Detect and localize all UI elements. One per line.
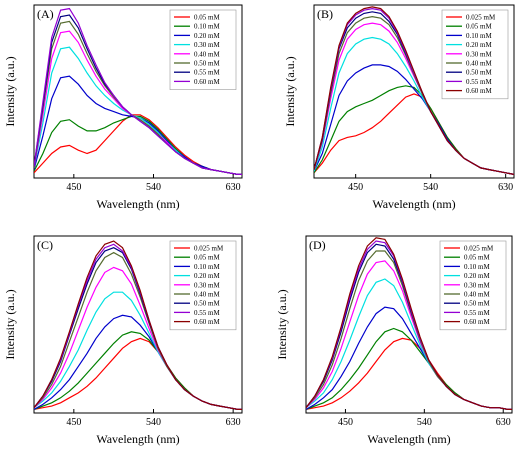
panel-label: (A) — [37, 7, 54, 21]
legend-label: 0.60 mM — [464, 318, 490, 326]
y-axis-title: Intensity (a.u.) — [275, 289, 289, 359]
legend-label: 0.30 mM — [464, 281, 490, 289]
panel-label: (D) — [309, 238, 326, 252]
legend-label: 0.40 mM — [464, 291, 490, 299]
x-axis-title: Wavelength (nm) — [367, 432, 450, 446]
legend-label: 0.20 mM — [194, 32, 220, 40]
legend-box — [169, 9, 237, 90]
legend-label: 0.10 mM — [464, 263, 490, 271]
y-axis-title: Intensity (a.u.) — [283, 56, 297, 126]
legend: 0.025 mM0.05 mM0.10 mM0.20 mM0.30 mM 0.40… — [441, 9, 509, 100]
series-lines — [314, 6, 514, 175]
chart-panel-d: 450 540 630 Wavelength (nm) Intensity (a.u.)… — [275, 235, 513, 446]
legend: 0.05 mM0.10 mM0.20 mM0.30 mM0.40 mM 0.50 … — [169, 9, 237, 90]
series-line — [34, 7, 242, 175]
legend-label: 0.05 mM — [466, 23, 492, 31]
legend-label: 0.05 mM — [464, 254, 490, 262]
x-tick-label: 630 — [226, 417, 241, 428]
legend-label: 0.30 mM — [194, 41, 220, 49]
x-tick-label: 450 — [348, 182, 363, 193]
legend-label: 0.10 mM — [194, 23, 220, 31]
legend-label: 0.025 mM — [466, 14, 496, 22]
legend-label: 0.20 mM — [464, 272, 490, 280]
legend: 0.025 mM0.05 mM0.10 mM0.20 mM0.30 mM 0.40… — [169, 240, 237, 331]
chart-panel-b: 450 540 630 Wavelength (nm) Intensity (a.u.)… — [283, 4, 515, 211]
legend-label: 0.60 mM — [466, 87, 492, 95]
y-axis-title: Intensity (a.u.) — [3, 289, 17, 359]
chart-panel-c: 450 540 630 Wavelength (nm) Intensity (a.u.)… — [3, 235, 243, 446]
x-tick-label: 540 — [146, 182, 161, 193]
legend-label: 0.55 mM — [194, 69, 220, 77]
legend-label: 0.50 mM — [466, 69, 492, 77]
legend-label: 0.30 mM — [194, 281, 220, 289]
series-line — [314, 6, 514, 175]
legend-label: 0.55 mM — [466, 78, 492, 86]
legend-label: 0.50 mM — [194, 300, 220, 308]
legend-label: 0.50 mM — [464, 300, 490, 308]
legend-label: 0.40 mM — [194, 50, 220, 58]
x-tick-label: 540 — [423, 182, 438, 193]
series-lines — [34, 7, 242, 175]
legend-label: 0.40 mM — [194, 291, 220, 299]
series-lines — [306, 237, 512, 410]
x-tick-label: 540 — [146, 417, 161, 428]
x-tick-label: 450 — [66, 417, 81, 428]
x-tick-label: 450 — [338, 417, 353, 428]
x-tick-label: 450 — [66, 182, 81, 193]
legend-label: 0.10 mM — [194, 263, 220, 271]
legend-label: 0.30 mM — [466, 50, 492, 58]
legend-label: 0.025 mM — [194, 245, 224, 253]
x-tick-label: 630 — [498, 182, 513, 193]
legend-label: 0.10 mM — [466, 32, 492, 40]
x-tick-label: 630 — [496, 417, 511, 428]
x-tick-label: 630 — [226, 182, 241, 193]
series-line — [34, 240, 242, 410]
series-line — [306, 237, 512, 410]
x-tick-label: 540 — [417, 417, 432, 428]
chart-panel-a: 450 540 630 Wavelength (nm) Intensity (a.u.)… — [3, 4, 243, 211]
legend-label: 0.20 mM — [194, 272, 220, 280]
legend-label: 0.05 mM — [194, 14, 220, 22]
legend-label: 0.55 mM — [194, 309, 220, 317]
y-axis-title: Intensity (a.u.) — [3, 56, 17, 126]
legend-label: 0.60 mM — [194, 318, 220, 326]
panel-label: (B) — [317, 7, 333, 21]
x-axis-title: Wavelength (nm) — [372, 197, 455, 211]
legend-label: 0.05 mM — [194, 254, 220, 262]
legend-label: 0.40 mM — [466, 60, 492, 68]
legend-label: 0.60 mM — [194, 78, 220, 86]
legend-label: 0.025 mM — [464, 245, 494, 253]
legend-label: 0.55 mM — [464, 309, 490, 317]
legend-label: 0.50 mM — [194, 60, 220, 68]
legend: 0.025 mM0.05 mM0.10 mM0.20 mM0.30 mM 0.40… — [439, 240, 507, 331]
x-axis-title: Wavelength (nm) — [96, 197, 179, 211]
x-axis-title: Wavelength (nm) — [96, 432, 179, 446]
legend-label: 0.20 mM — [466, 41, 492, 49]
series-lines — [34, 240, 242, 410]
panel-label: (C) — [37, 238, 53, 252]
